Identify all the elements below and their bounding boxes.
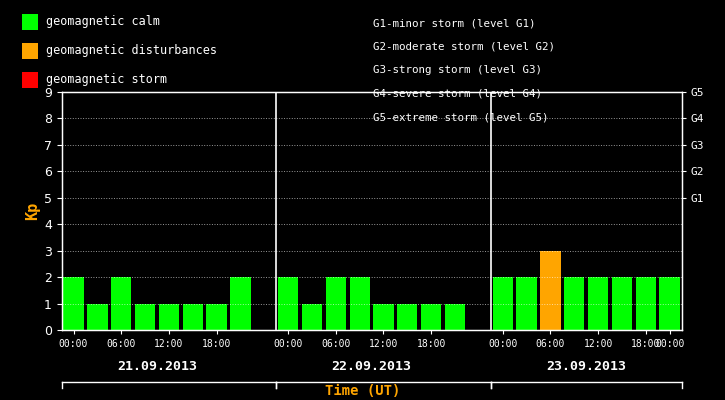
Bar: [326, 277, 346, 330]
Bar: [516, 277, 536, 330]
Bar: [636, 277, 656, 330]
Bar: [87, 304, 107, 330]
Bar: [373, 304, 394, 330]
Y-axis label: Kp: Kp: [25, 202, 40, 220]
Bar: [588, 277, 608, 330]
Bar: [135, 304, 155, 330]
Bar: [349, 277, 370, 330]
Bar: [278, 277, 298, 330]
Bar: [159, 304, 179, 330]
Text: 21.09.2013: 21.09.2013: [117, 360, 197, 372]
Bar: [183, 304, 203, 330]
Bar: [302, 304, 322, 330]
Text: G5-extreme storm (level G5): G5-extreme storm (level G5): [373, 112, 549, 122]
Bar: [421, 304, 442, 330]
Bar: [492, 277, 513, 330]
Text: geomagnetic calm: geomagnetic calm: [46, 16, 160, 28]
Bar: [660, 277, 680, 330]
Text: 22.09.2013: 22.09.2013: [331, 360, 412, 372]
Bar: [231, 277, 251, 330]
Bar: [207, 304, 227, 330]
Text: Time (UT): Time (UT): [325, 384, 400, 398]
Text: 23.09.2013: 23.09.2013: [546, 360, 626, 372]
Bar: [63, 277, 83, 330]
Bar: [540, 251, 560, 330]
Text: G4-severe storm (level G4): G4-severe storm (level G4): [373, 89, 542, 99]
Bar: [111, 277, 131, 330]
Bar: [445, 304, 465, 330]
Bar: [564, 277, 584, 330]
Text: geomagnetic storm: geomagnetic storm: [46, 73, 167, 86]
Text: G1-minor storm (level G1): G1-minor storm (level G1): [373, 18, 536, 28]
Text: G3-strong storm (level G3): G3-strong storm (level G3): [373, 65, 542, 75]
Text: geomagnetic disturbances: geomagnetic disturbances: [46, 44, 218, 57]
Text: G2-moderate storm (level G2): G2-moderate storm (level G2): [373, 42, 555, 52]
Bar: [612, 277, 632, 330]
Bar: [397, 304, 418, 330]
